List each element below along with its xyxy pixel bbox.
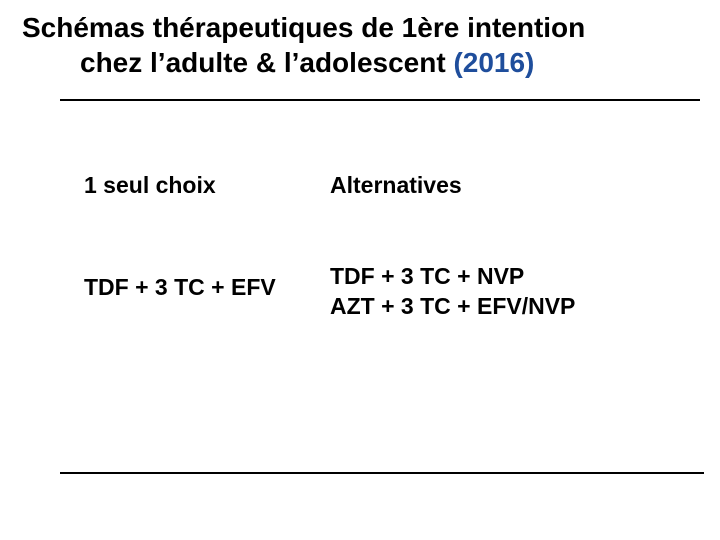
divider-top <box>60 99 700 101</box>
column-1-header: 1 seul choix <box>84 172 216 199</box>
title-line-1: Schémas thérapeutiques de 1ère intention <box>22 10 698 45</box>
title-year: (2016) <box>453 47 534 78</box>
column-2-value: TDF + 3 TC + NVP AZT + 3 TC + EFV/NVP <box>330 262 575 322</box>
column-2-line-2: AZT + 3 TC + EFV/NVP <box>330 292 575 322</box>
slide-title: Schémas thérapeutiques de 1ère intention… <box>22 10 698 80</box>
column-2-line-1: TDF + 3 TC + NVP <box>330 262 575 292</box>
slide: Schémas thérapeutiques de 1ère intention… <box>0 0 720 540</box>
column-2-header: Alternatives <box>330 172 462 199</box>
title-line-2-text: chez l’adulte & l’adolescent <box>80 47 453 78</box>
divider-bottom <box>60 472 704 474</box>
column-1-value: TDF + 3 TC + EFV <box>84 274 276 301</box>
title-line-2: chez l’adulte & l’adolescent (2016) <box>22 45 698 80</box>
